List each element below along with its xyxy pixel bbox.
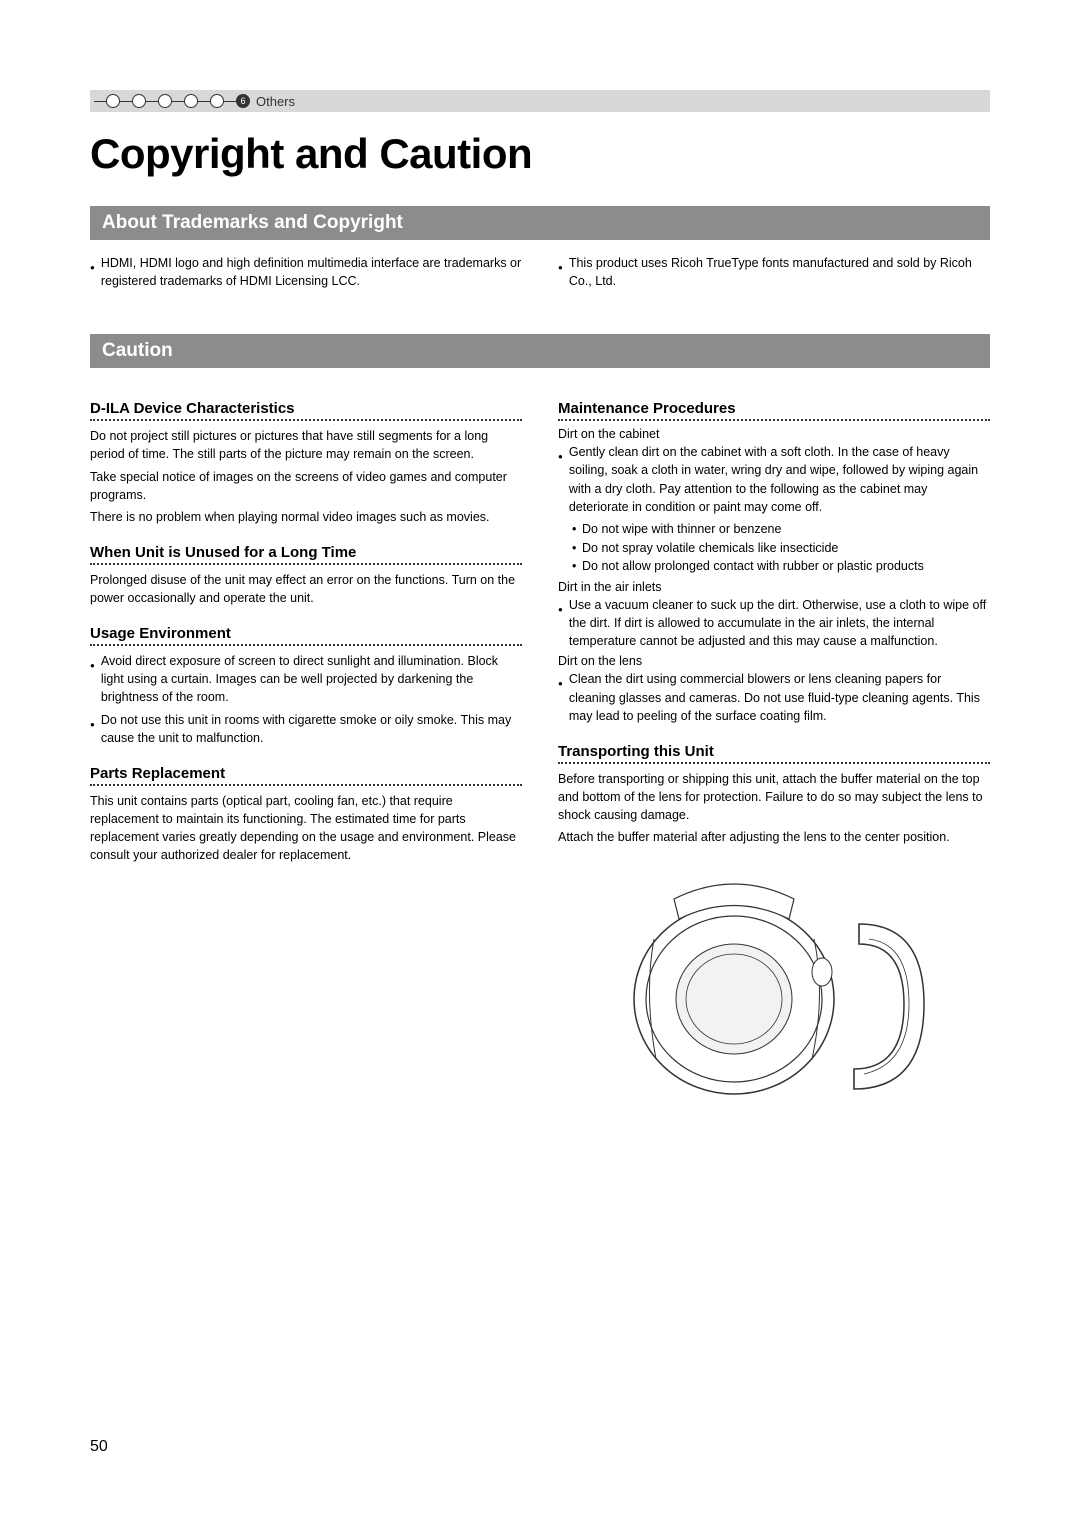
- trademark-bullet-ricoh: This product uses Ricoh TrueType fonts m…: [558, 254, 990, 290]
- usage-bullet: Avoid direct exposure of screen to direc…: [90, 652, 522, 706]
- para: Attach the buffer material after adjusti…: [558, 828, 990, 846]
- para: Before transporting or shipping this uni…: [558, 770, 990, 824]
- bullet-icon: [558, 446, 563, 516]
- maint-bullet: Gently clean dirt on the cabinet with a …: [558, 443, 990, 516]
- subheading-inlets: Dirt in the air inlets: [558, 580, 990, 594]
- divider: [558, 762, 990, 764]
- bullet-text: Gently clean dirt on the cabinet with a …: [569, 443, 990, 516]
- section-about-title: About Trademarks and Copyright: [90, 206, 990, 240]
- para: Do not project still pictures or picture…: [90, 427, 522, 463]
- trademark-bullet-hdmi: HDMI, HDMI logo and high definition mult…: [90, 254, 522, 290]
- para: Take special notice of images on the scr…: [90, 468, 522, 504]
- breadcrumb-step-active: 6: [236, 94, 250, 108]
- bullet-text: Use a vacuum cleaner to suck up the dirt…: [569, 596, 990, 650]
- bullet-icon: [558, 673, 563, 724]
- nested-item: Do not allow prolonged contact with rubb…: [572, 557, 990, 576]
- subheading-lens: Dirt on the lens: [558, 654, 990, 668]
- lens-figure: [558, 864, 990, 1114]
- bullet-icon: [90, 714, 95, 747]
- maint-bullet: Use a vacuum cleaner to suck up the dirt…: [558, 596, 990, 650]
- bullet-text: HDMI, HDMI logo and high definition mult…: [101, 254, 522, 290]
- maint-bullet: Clean the dirt using commercial blowers …: [558, 670, 990, 724]
- breadcrumb-label: Others: [256, 94, 295, 109]
- divider: [90, 419, 522, 421]
- divider: [558, 419, 990, 421]
- nested-item: Do not wipe with thinner or benzene: [572, 520, 990, 539]
- heading-usage-env: Usage Environment: [90, 625, 522, 642]
- subheading-cabinet: Dirt on the cabinet: [558, 427, 990, 441]
- heading-maintenance: Maintenance Procedures: [558, 400, 990, 417]
- heading-dila: D-ILA Device Characteristics: [90, 400, 522, 417]
- para: This unit contains parts (optical part, …: [90, 792, 522, 865]
- page-title: Copyright and Caution: [90, 130, 990, 178]
- bullet-icon: [558, 599, 563, 650]
- bullet-text: Avoid direct exposure of screen to direc…: [101, 652, 522, 706]
- bullet-text: Clean the dirt using commercial blowers …: [569, 670, 990, 724]
- bullet-icon: [90, 655, 95, 706]
- heading-parts: Parts Replacement: [90, 765, 522, 782]
- bullet-icon: [558, 257, 563, 290]
- heading-transport: Transporting this Unit: [558, 743, 990, 760]
- divider: [90, 784, 522, 786]
- nested-list: Do not wipe with thinner or benzene Do n…: [558, 520, 990, 576]
- heading-unused: When Unit is Unused for a Long Time: [90, 544, 522, 561]
- usage-bullet: Do not use this unit in rooms with cigar…: [90, 711, 522, 747]
- breadcrumb: 6 Others: [90, 90, 990, 112]
- para: Prolonged disuse of the unit may effect …: [90, 571, 522, 607]
- page-number: 50: [90, 1438, 108, 1456]
- divider: [90, 644, 522, 646]
- bullet-text: This product uses Ricoh TrueType fonts m…: [569, 254, 990, 290]
- nested-item: Do not spray volatile chemicals like ins…: [572, 539, 990, 558]
- bullet-icon: [90, 257, 95, 290]
- section-caution-title: Caution: [90, 334, 990, 368]
- lens-illustration: [614, 864, 934, 1114]
- divider: [90, 563, 522, 565]
- bullet-text: Do not use this unit in rooms with cigar…: [101, 711, 522, 747]
- para: There is no problem when playing normal …: [90, 508, 522, 526]
